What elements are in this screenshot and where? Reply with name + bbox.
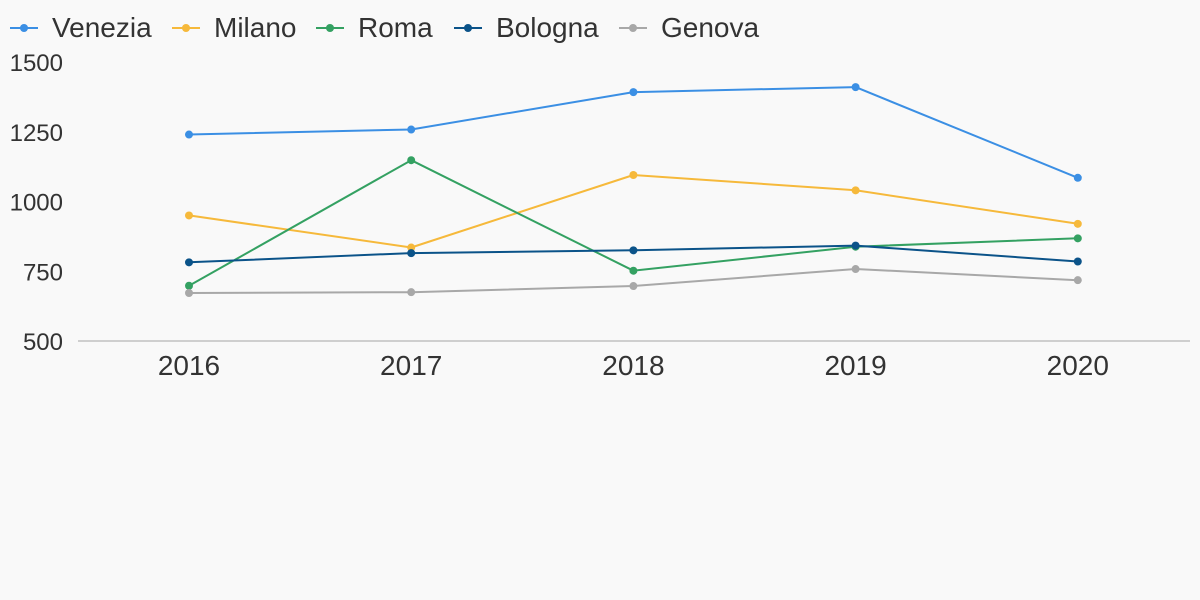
data-point-roma-2020[interactable] — [1073, 234, 1082, 243]
data-point-roma-2018[interactable] — [629, 266, 638, 275]
data-point-venezia-2019[interactable] — [851, 83, 860, 92]
data-point-genova-2016[interactable] — [185, 289, 193, 298]
data-point-bologna-2017[interactable] — [407, 249, 416, 258]
legend-item-venezia[interactable]: Venezia — [10, 12, 152, 43]
data-point-genova-2018[interactable] — [629, 282, 638, 291]
data-point-venezia-2016[interactable] — [185, 130, 193, 139]
series-milano — [185, 170, 1082, 252]
data-point-roma-2017[interactable] — [407, 156, 416, 165]
x-tick-label: 2019 — [824, 350, 886, 381]
legend-item-roma[interactable]: Roma — [316, 12, 433, 43]
series-venezia — [185, 83, 1082, 182]
series-line-venezia — [188, 86, 1079, 179]
y-tick-label: 1500 — [10, 50, 63, 77]
y-axis-tick-labels: 1500 1250 1000 750 500 — [10, 50, 63, 356]
legend-swatch-dot — [20, 24, 28, 32]
series-bologna — [185, 241, 1082, 267]
data-point-venezia-2018[interactable] — [629, 88, 638, 97]
data-point-bologna-2018[interactable] — [629, 246, 638, 255]
y-tick-label: 1250 — [10, 120, 63, 147]
legend-label: Genova — [661, 12, 759, 43]
legend-swatch-dot — [182, 24, 190, 32]
x-tick-label: 2018 — [602, 350, 664, 381]
legend-swatch-dot — [629, 24, 637, 32]
data-point-genova-2020[interactable] — [1073, 276, 1082, 285]
legend-swatch-dot — [326, 24, 334, 32]
data-point-milano-2017[interactable] — [407, 243, 416, 252]
legend-item-genova[interactable]: Genova — [619, 12, 759, 43]
legend-item-bologna[interactable]: Bologna — [454, 12, 599, 43]
legend-label: Roma — [358, 12, 433, 43]
data-point-genova-2019[interactable] — [851, 265, 860, 274]
data-point-milano-2019[interactable] — [851, 186, 860, 195]
data-point-milano-2018[interactable] — [629, 170, 638, 179]
y-tick-label: 500 — [23, 329, 63, 356]
data-point-bologna-2019[interactable] — [851, 241, 860, 250]
series-genova — [185, 265, 1082, 298]
data-point-milano-2020[interactable] — [1073, 219, 1082, 228]
data-point-bologna-2020[interactable] — [1073, 257, 1082, 266]
legend-label: Bologna — [496, 12, 599, 43]
data-point-genova-2017[interactable] — [407, 288, 416, 297]
x-tick-label: 2017 — [380, 350, 442, 381]
data-point-milano-2016[interactable] — [185, 211, 193, 220]
legend-item-milano[interactable]: Milano — [172, 12, 296, 43]
legend-label: Milano — [214, 12, 296, 43]
legend-label: Venezia — [52, 12, 152, 43]
y-tick-label: 1000 — [10, 190, 63, 217]
data-point-venezia-2017[interactable] — [407, 125, 416, 134]
data-point-venezia-2020[interactable] — [1073, 173, 1082, 182]
legend-swatch-dot — [464, 24, 472, 32]
legend: Venezia Milano Roma Bologna Genova — [10, 12, 759, 43]
data-point-roma-2016[interactable] — [185, 281, 193, 290]
series-group — [185, 83, 1082, 298]
y-tick-label: 750 — [23, 259, 63, 286]
x-tick-label: 2016 — [158, 350, 220, 381]
x-axis-tick-labels: 2016 2017 2018 2019 2020 — [158, 350, 1109, 381]
x-tick-label: 2020 — [1047, 350, 1109, 381]
data-point-bologna-2016[interactable] — [185, 258, 193, 267]
